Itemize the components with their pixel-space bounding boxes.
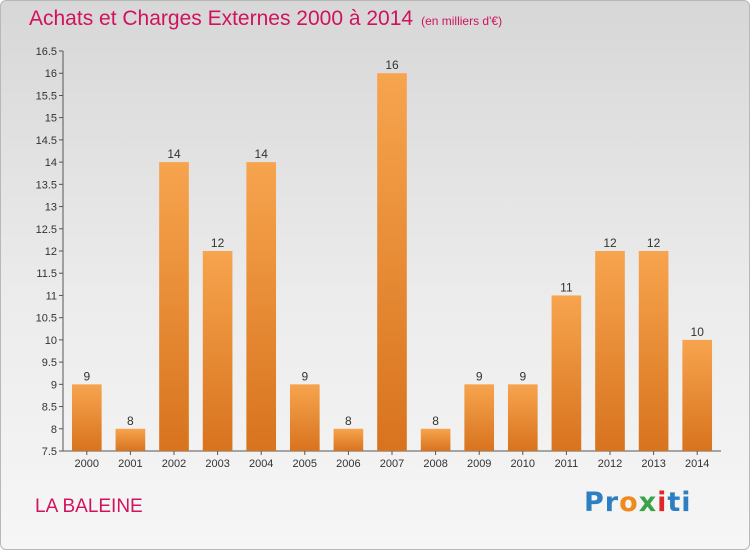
y-tick-label: 11.5: [36, 268, 57, 280]
y-tick-label: 16.5: [36, 46, 57, 58]
y-tick-label: 12.5: [36, 224, 57, 236]
bar-value-label: 9: [519, 369, 526, 383]
x-tick-label: 2012: [598, 458, 622, 470]
y-tick-label: 9.5: [42, 357, 57, 369]
bar-value-label: 14: [255, 147, 269, 161]
unit-label: (en milliers d'€): [421, 14, 503, 28]
logo-letter: i: [657, 487, 668, 518]
bar-value-label: 11: [560, 280, 573, 294]
x-tick-label: 2013: [641, 458, 665, 470]
proxiti-logo: Proxiti: [584, 487, 692, 518]
bar: [595, 251, 625, 451]
logo-letter: t: [667, 487, 682, 518]
logo-letter: r: [604, 487, 620, 518]
x-tick-label: 2009: [467, 458, 491, 470]
y-tick-label: 7.5: [42, 446, 57, 458]
bar: [115, 428, 146, 451]
y-tick-label: 16: [45, 68, 57, 80]
y-tick-label: 9: [51, 379, 57, 391]
bar: [159, 162, 189, 451]
y-tick-label: 10: [45, 335, 57, 347]
bar: [638, 251, 669, 451]
y-tick-label: 11: [46, 290, 57, 302]
bar-value-label: 10: [691, 325, 705, 339]
x-tick-label: 2001: [118, 458, 142, 470]
y-tick-label: 14.5: [36, 135, 57, 147]
chart-title: Achats et Charges Externes 2000 à 2014 (e…: [29, 7, 503, 30]
x-tick-label: 2011: [555, 458, 579, 470]
x-tick-label: 2005: [293, 458, 317, 470]
bar-value-label: 9: [83, 369, 90, 383]
bar: [507, 384, 538, 451]
bar-value-label: 9: [476, 369, 483, 383]
logo-letter: P: [584, 487, 605, 518]
x-tick-label: 2008: [423, 458, 447, 470]
bar: [420, 428, 451, 451]
y-tick-label: 13: [45, 202, 57, 214]
x-tick-label: 2014: [685, 458, 709, 470]
y-tick-label: 8: [51, 424, 57, 436]
y-tick-label: 12: [45, 246, 57, 258]
bar-value-label: 12: [647, 236, 661, 250]
bar: [682, 339, 713, 451]
x-tick-label: 2004: [249, 458, 273, 470]
bar: [246, 162, 277, 451]
x-tick-label: 2003: [205, 458, 229, 470]
bar-value-label: 9: [301, 369, 308, 383]
bar: [71, 384, 102, 451]
logo-letter: i: [681, 487, 692, 518]
logo-letter: x: [638, 487, 658, 518]
x-tick-label: 2000: [75, 458, 99, 470]
y-tick-label: 15.5: [36, 90, 57, 102]
bar: [551, 295, 582, 451]
y-tick-label: 8.5: [42, 402, 57, 414]
bar: [464, 384, 495, 451]
bar: [333, 428, 364, 451]
logo-letter: o: [619, 487, 639, 518]
bar-value-label: 14: [167, 147, 181, 161]
bar-value-label: 12: [603, 236, 617, 250]
y-tick-label: 14: [45, 157, 57, 169]
x-tick-label: 2007: [380, 458, 404, 470]
bar: [289, 384, 320, 451]
x-tick-label: 2006: [336, 458, 360, 470]
bar-value-label: 16: [385, 58, 399, 72]
bar: [202, 251, 233, 451]
bar: [377, 73, 407, 451]
y-tick-label: 15: [45, 113, 57, 125]
bar-value-label: 8: [127, 414, 134, 428]
x-tick-label: 2002: [162, 458, 186, 470]
x-tick-label: 2010: [511, 458, 535, 470]
bar-value-label: 8: [432, 414, 439, 428]
bar-value-label: 12: [211, 236, 225, 250]
bar-value-label: 8: [345, 414, 352, 428]
y-tick-label: 10.5: [36, 313, 57, 325]
place-name: LA BALEINE: [35, 496, 143, 517]
y-tick-label: 13.5: [36, 179, 57, 191]
